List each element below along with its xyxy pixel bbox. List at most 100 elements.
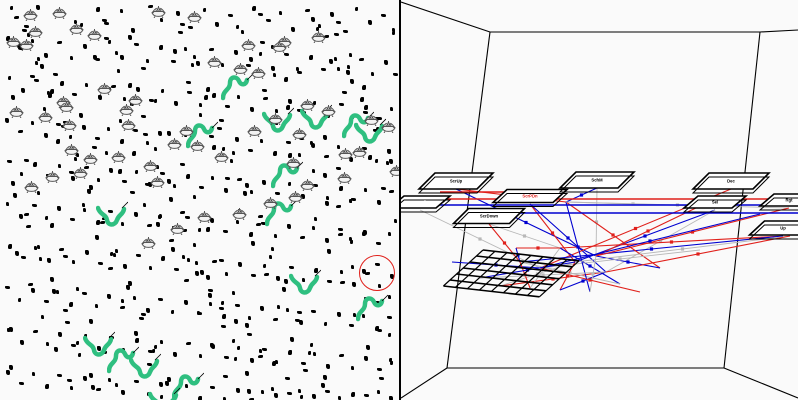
agent-sprite[interactable] <box>63 143 80 157</box>
agent-sprite[interactable] <box>336 171 353 185</box>
food-pebble <box>69 135 72 139</box>
food-pebble <box>334 57 337 61</box>
food-pebble <box>351 265 354 269</box>
agent-sprite[interactable] <box>51 6 68 20</box>
agent-sprite[interactable] <box>68 22 85 36</box>
agent-sprite[interactable] <box>363 113 380 127</box>
agent-sprite[interactable] <box>118 103 135 117</box>
agent-sprite[interactable] <box>287 190 304 204</box>
agent-sprite[interactable] <box>23 180 40 194</box>
agent-sprite[interactable] <box>186 10 203 24</box>
agent-sprite[interactable] <box>178 124 195 138</box>
plane-surface[interactable] <box>747 220 798 236</box>
agent-sprite[interactable] <box>58 100 75 114</box>
agent-sprite[interactable] <box>276 35 293 49</box>
plane-surface[interactable] <box>757 193 798 207</box>
food-pebble <box>24 159 29 162</box>
agent-sprite[interactable] <box>72 166 89 180</box>
food-pebble <box>135 170 138 174</box>
state-plane-scrdown[interactable]: ScrDown <box>451 207 527 228</box>
agent-sprite[interactable] <box>262 196 279 210</box>
agent-sprite[interactable] <box>285 156 302 170</box>
plane-surface[interactable] <box>401 195 453 209</box>
agent-sprite[interactable] <box>86 28 103 42</box>
agent-sprite[interactable] <box>267 112 284 126</box>
food-pebble <box>330 12 334 17</box>
food-pebble <box>264 273 269 276</box>
state-space-panel[interactable]: ScrUp ScrLf ScrPDn ScrDown SchM Dec Sel Up Rgt <box>401 0 798 400</box>
agent-sprite[interactable] <box>5 35 22 49</box>
agent-sprite[interactable] <box>96 82 113 96</box>
state-plane-scrpdn[interactable]: ScrPDn <box>490 188 570 207</box>
state-plane-scrup[interactable]: ScrUp <box>417 172 495 194</box>
agent-sprite[interactable] <box>127 93 144 107</box>
agent-sprite[interactable] <box>246 124 263 138</box>
state-plane-up[interactable]: Up <box>747 220 798 240</box>
agent-sprite[interactable] <box>320 104 337 118</box>
agent-sprite[interactable] <box>61 118 78 132</box>
agent-sprite[interactable] <box>120 118 137 132</box>
plane-surface[interactable] <box>681 195 749 209</box>
agent-sprite[interactable] <box>150 5 167 19</box>
world-canvas-panel[interactable] <box>0 0 399 400</box>
agent-sprite[interactable] <box>27 25 44 39</box>
plane-shadow <box>491 193 569 207</box>
agent-sprite[interactable] <box>44 170 61 184</box>
agent-sprite[interactable] <box>388 164 399 178</box>
agent-sprite[interactable] <box>206 55 223 69</box>
agent-sprite[interactable] <box>149 175 166 189</box>
agent-sprite[interactable] <box>169 222 186 236</box>
agent-sprite[interactable] <box>232 62 249 76</box>
food-pebble <box>310 141 313 145</box>
food-pebble <box>368 20 372 25</box>
agent-sprite[interactable] <box>240 38 257 52</box>
food-pebble <box>375 159 378 163</box>
food-pebble <box>349 237 352 241</box>
agent-sprite[interactable] <box>8 105 25 119</box>
state-plane-layer[interactable]: ScrUp ScrLf ScrPDn ScrDown SchM Dec Sel Up Rgt <box>401 171 798 240</box>
agent-sprite[interactable] <box>310 30 327 44</box>
food-pebble <box>364 105 368 110</box>
food-pebble <box>386 161 389 165</box>
food-pebble <box>276 276 280 281</box>
agent-sprite[interactable] <box>380 120 397 134</box>
agent-sprite[interactable] <box>37 110 54 124</box>
food-pebble <box>323 135 327 140</box>
agent-sprite[interactable] <box>231 207 248 221</box>
food-pebble <box>57 374 62 377</box>
agent-sprite[interactable] <box>250 66 267 80</box>
agent-sprite[interactable] <box>299 98 316 112</box>
food-pebble <box>349 53 352 57</box>
state-plane-schm[interactable]: SchM <box>558 171 636 193</box>
agent-sprite[interactable] <box>196 210 213 224</box>
agent-sprite[interactable] <box>166 137 183 151</box>
state-space-svg[interactable]: ScrUp ScrLf ScrPDn ScrDown SchM Dec Sel Up Rgt <box>401 0 798 400</box>
state-plane-scrlf[interactable]: ScrLf <box>401 195 453 213</box>
state-plane-sel[interactable]: Sel <box>681 195 749 213</box>
food-pebble <box>234 50 238 55</box>
agent-sprite[interactable] <box>110 150 127 164</box>
grid-col-line <box>442 249 484 287</box>
agent-sprite[interactable] <box>351 145 368 159</box>
agent-sprite[interactable] <box>18 38 35 52</box>
agent-sprite[interactable] <box>271 40 288 54</box>
food-pebble <box>364 394 369 397</box>
agent-sprite[interactable] <box>142 159 159 173</box>
agent-sprite[interactable] <box>291 127 308 141</box>
state-plane-rgt[interactable]: Rgt <box>757 193 798 211</box>
edge-arrow-marker <box>658 239 663 243</box>
state-plane-dec[interactable]: Dec <box>691 172 771 194</box>
agent-sprite[interactable] <box>299 178 316 192</box>
food-pebble <box>377 390 380 394</box>
agent-sprite[interactable] <box>213 150 230 164</box>
agent-sprite[interactable] <box>140 236 157 250</box>
agent-sprite[interactable] <box>22 8 39 22</box>
food-pebble <box>329 59 333 64</box>
agent-sprite[interactable] <box>189 139 206 153</box>
food-pebble <box>74 157 77 161</box>
agent-sprite[interactable] <box>82 152 99 166</box>
food-pebble <box>249 398 254 400</box>
agent-sprite[interactable] <box>337 147 354 161</box>
food-pebble <box>248 149 253 152</box>
plane-surface[interactable] <box>490 188 570 204</box>
